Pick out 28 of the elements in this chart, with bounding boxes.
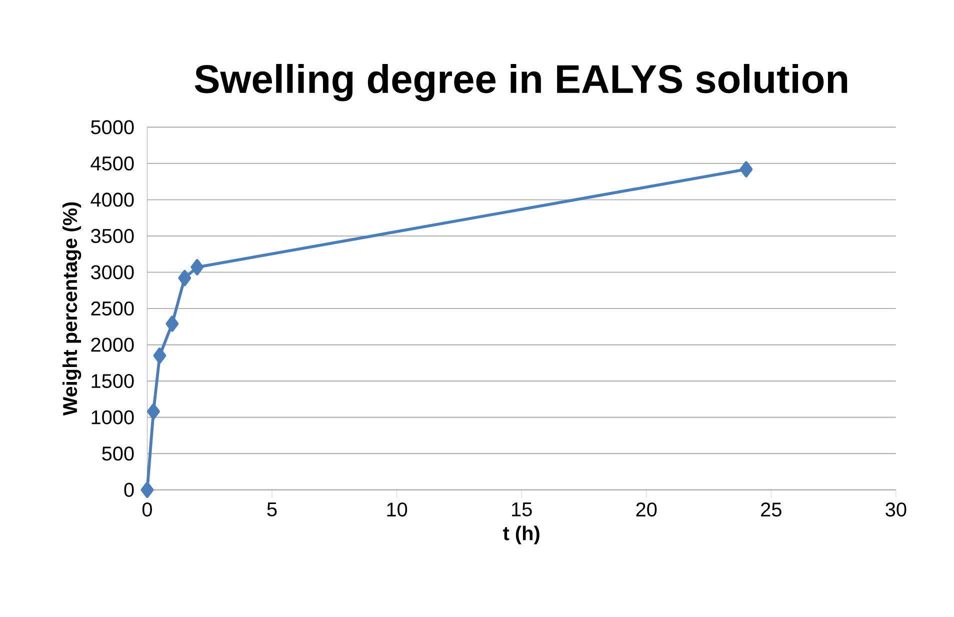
chart-title: Swelling degree in EALYS solution xyxy=(194,64,848,102)
point xyxy=(147,403,160,420)
x-tick-label: 15 xyxy=(512,502,532,516)
y-axis-title: Weight percentage (%) xyxy=(62,202,82,416)
point xyxy=(140,482,154,498)
y-tick-label: 4000 xyxy=(90,192,134,207)
y-tick-label: 0 xyxy=(124,482,134,497)
x-axis-title: t (h) xyxy=(503,526,540,544)
y-tick-label: 3500 xyxy=(91,228,134,244)
point xyxy=(740,161,753,178)
point xyxy=(178,270,192,286)
y-tick-label: 3000 xyxy=(91,265,134,280)
x-tick-label: 20 xyxy=(636,502,657,517)
y-tick-label: 4500 xyxy=(90,156,134,170)
y-tick-label: 500 xyxy=(102,446,134,461)
x-tick-label: 25 xyxy=(761,502,782,517)
y-tick-label: 2500 xyxy=(91,301,134,316)
point xyxy=(166,316,179,332)
x-tick-label: 30 xyxy=(886,502,906,517)
y-tick-label: 1000 xyxy=(92,410,134,424)
y-tick-label: 5000 xyxy=(91,120,134,134)
x-tick-label: 0 xyxy=(142,502,152,517)
y-tick-label: 1500 xyxy=(92,374,134,388)
point xyxy=(153,348,166,364)
x-tick-label: 10 xyxy=(387,502,408,517)
y-tick-label: 2000 xyxy=(91,338,134,352)
x-tick-label: 5 xyxy=(267,502,277,516)
point xyxy=(190,259,204,276)
